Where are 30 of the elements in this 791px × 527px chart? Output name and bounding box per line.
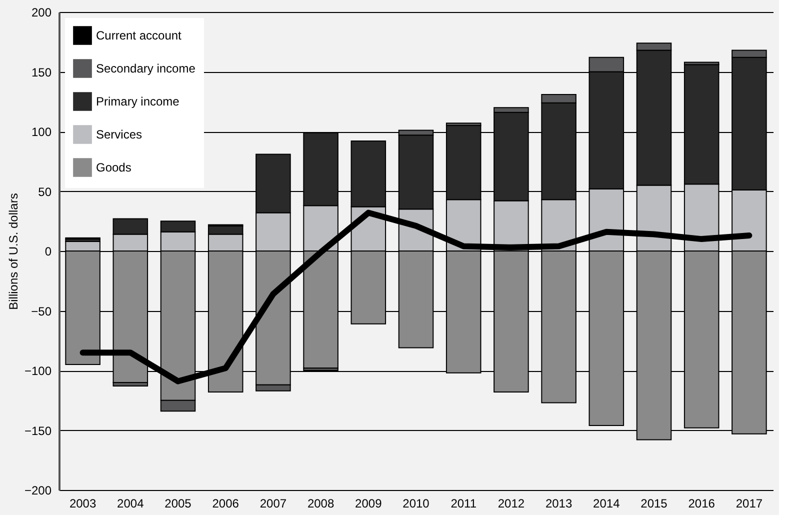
y-tick-label: 200 bbox=[31, 6, 52, 20]
y-tick-label: 0 bbox=[44, 244, 52, 258]
x-tick-label: 2017 bbox=[736, 496, 763, 510]
x-tick-label: 2007 bbox=[260, 496, 287, 510]
x-tick-label: 2004 bbox=[117, 496, 144, 510]
y-tick-label: −200 bbox=[24, 484, 52, 498]
y-tick-label: 150 bbox=[31, 65, 52, 80]
legend-label: Goods bbox=[96, 160, 132, 174]
y-tick-label: 100 bbox=[31, 125, 52, 139]
x-tick-label: 2005 bbox=[164, 496, 192, 510]
x-tick-label: 2011 bbox=[450, 496, 477, 510]
y-tick-label: −100 bbox=[24, 364, 52, 378]
x-tick-label: 2008 bbox=[307, 496, 334, 510]
x-tick-label: 2006 bbox=[212, 496, 240, 510]
x-tick-label: 2013 bbox=[545, 496, 572, 510]
x-tick-label: 2014 bbox=[593, 496, 620, 510]
legend-label: Primary income bbox=[96, 94, 180, 108]
y-tick-label: 50 bbox=[38, 184, 52, 199]
x-tick-label: 2016 bbox=[688, 496, 716, 510]
x-tick-label: 2003 bbox=[69, 496, 96, 510]
y-tick-label: −150 bbox=[24, 424, 52, 438]
legend-label: Current account bbox=[96, 28, 182, 42]
x-tick-label: 2009 bbox=[355, 496, 382, 510]
x-tick-label: 2015 bbox=[640, 496, 668, 510]
legend-label: Secondary income bbox=[96, 62, 196, 76]
x-tick-label: 2010 bbox=[402, 496, 430, 510]
y-axis-title: Billions of U.S. dollars bbox=[6, 193, 20, 310]
y-tick-label: −50 bbox=[31, 304, 52, 318]
legend-label: Services bbox=[96, 128, 142, 142]
x-tick-label: 2012 bbox=[498, 496, 525, 510]
